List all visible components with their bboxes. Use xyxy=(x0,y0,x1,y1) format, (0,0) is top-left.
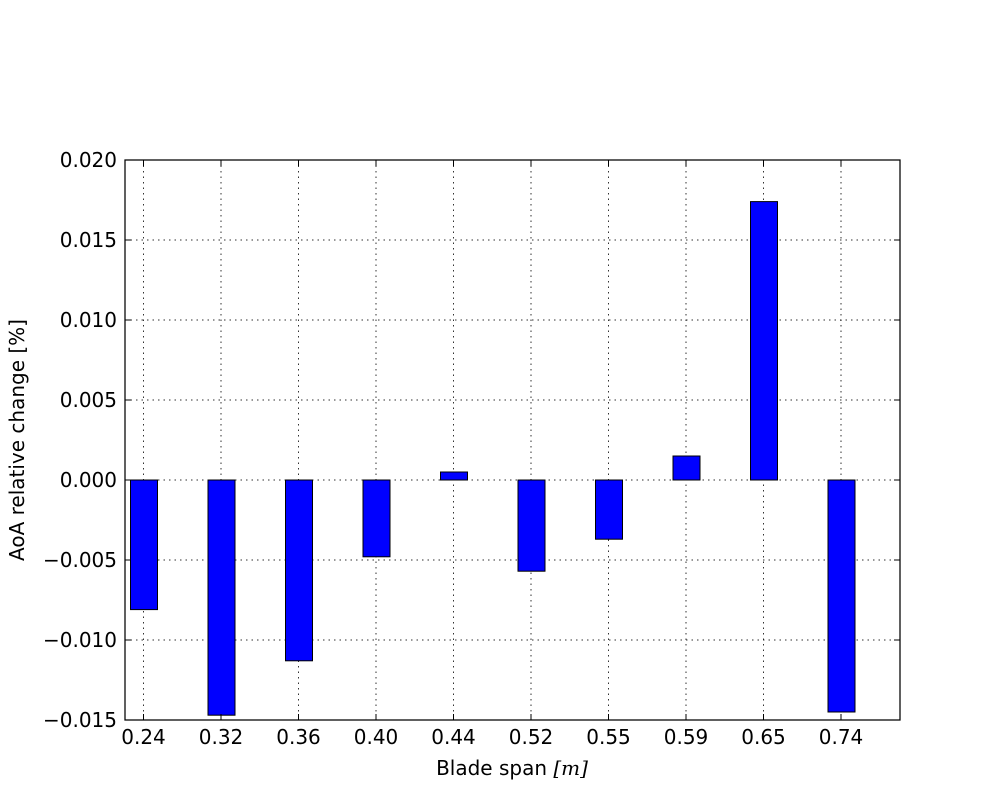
bar-0.24 xyxy=(130,479,158,611)
x-tick-label: 0.24 xyxy=(121,725,166,749)
x-tick-label: 0.52 xyxy=(509,725,554,749)
x-axis-label-unit: [m] xyxy=(553,756,588,780)
x-tick-label: 0.32 xyxy=(199,725,244,749)
bar-0.74 xyxy=(827,479,856,713)
bar-0.32 xyxy=(207,479,236,716)
grid xyxy=(125,159,900,721)
bar-0.65 xyxy=(750,201,778,481)
y-tick-label: −0.010 xyxy=(43,628,117,652)
bar-0.40 xyxy=(362,479,391,558)
bar-0.59 xyxy=(672,455,701,481)
x-tick-label: 0.44 xyxy=(431,725,476,749)
x-tick-label: 0.36 xyxy=(276,725,321,749)
ticks xyxy=(125,159,900,721)
y-tick-label: 0.000 xyxy=(60,468,117,492)
tick-labels: 0.020 0.015 0.010 0.005 0.000 −0.005 −0.010 −0.… xyxy=(43,148,863,749)
x-tick-label: 0.74 xyxy=(819,725,864,749)
y-tick-label: −0.005 xyxy=(43,548,117,572)
x-tick-label: 0.40 xyxy=(354,725,399,749)
y-tick-label: 0.015 xyxy=(60,228,117,252)
y-tick-label: 0.020 xyxy=(60,148,117,172)
x-tick-label: 0.65 xyxy=(741,725,786,749)
plot-frame xyxy=(124,159,901,721)
y-tick-label: −0.015 xyxy=(43,708,117,732)
bar-0.44 xyxy=(440,471,468,481)
bar-0.55 xyxy=(595,479,623,540)
x-tick-label: 0.55 xyxy=(586,725,631,749)
y-tick-label: 0.010 xyxy=(60,308,117,332)
y-tick-label: 0.005 xyxy=(60,388,117,412)
y-axis-label: AoA relative change [%] xyxy=(5,319,29,561)
bar-0.52 xyxy=(517,479,546,572)
x-tick-label: 0.59 xyxy=(664,725,709,749)
x-axis-label-text: Blade span xyxy=(436,756,553,780)
x-axis-label: Blade span [m] xyxy=(436,756,588,780)
bar-0.36 xyxy=(285,479,313,662)
bars xyxy=(130,201,856,716)
